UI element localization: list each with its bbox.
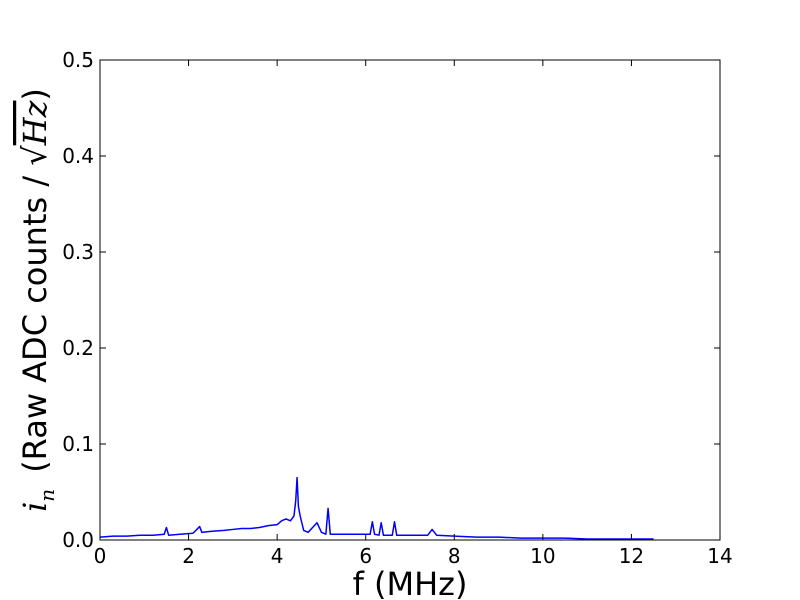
y-axis-subscript: n (35, 489, 59, 502)
plot-frame (99, 59, 721, 541)
svg-text:in(Raw ADC counts / √Hz): in (Raw ADC counts / √Hz) (16, 88, 59, 512)
x-tick-label: 0 (94, 544, 107, 568)
y-axis-title: in (Raw ADC counts / √Hz) (16, 88, 59, 512)
x-tick-label: 4 (271, 544, 284, 568)
y-tick-label: 0.4 (62, 144, 94, 168)
y-tick-label: 0.3 (62, 240, 94, 264)
y-tick-label: 0.5 (62, 48, 94, 72)
series-line-0 (99, 476, 654, 540)
x-tick-label: 2 (182, 544, 195, 568)
y-axis-unit-text: (Raw ADC counts / (16, 166, 54, 473)
x-tick-label: 10 (530, 544, 555, 568)
sqrt-icon: √ (16, 145, 54, 166)
x-tick-label: 6 (359, 544, 372, 568)
x-tick-label: 14 (707, 544, 732, 568)
y-axis-symbol: i (16, 502, 54, 512)
x-tick-label: 8 (448, 544, 461, 568)
y-tick-label: 0.0 (62, 528, 94, 552)
y-axis-close: ) (16, 88, 54, 100)
x-tick-label: 12 (619, 544, 644, 568)
x-axis-title: f (MHz) (353, 565, 468, 600)
ticks-layer: 0 2 4 6 8 10 12 14 0.0 0.1 0.2 0.3 0.4 0.5 (62, 48, 733, 568)
plot-area (100, 60, 720, 540)
series-layer (99, 476, 654, 540)
y-axis-sqrt-arg: Hz (16, 99, 54, 146)
y-tick-label: 0.1 (62, 432, 94, 456)
y-tick-label: 0.2 (62, 336, 94, 360)
